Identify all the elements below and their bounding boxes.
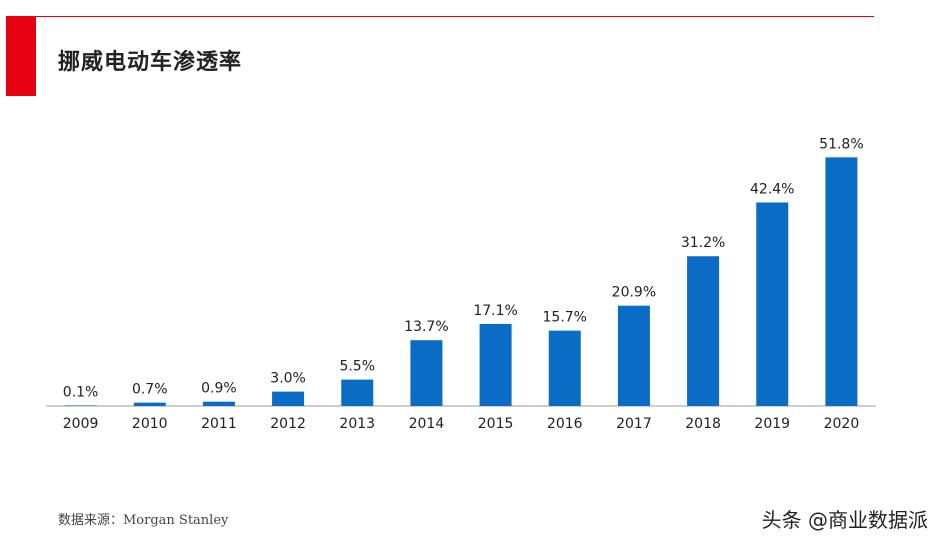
- x-tick-label-2010: 2010: [132, 416, 168, 432]
- data-label-2019: 42.4%: [750, 181, 794, 197]
- bar-2016: [548, 330, 581, 406]
- x-tick-label-2014: 2014: [409, 416, 445, 432]
- bar-2015: [479, 323, 512, 406]
- data-label-2016: 15.7%: [543, 310, 587, 326]
- bar-2019: [756, 202, 789, 406]
- watermark-text: 头条 @商业数据派: [761, 508, 928, 532]
- x-tick-label-2016: 2016: [547, 416, 583, 432]
- bar-2010: [133, 402, 166, 406]
- x-tick-label-2015: 2015: [478, 416, 514, 432]
- x-tick-label-2012: 2012: [270, 416, 306, 432]
- bar-2020: [825, 157, 858, 406]
- bar-2011: [202, 401, 235, 406]
- bar-2017: [617, 305, 650, 406]
- title-accent-block: [6, 16, 36, 96]
- source-note: 数据来源：Morgan Stanley: [58, 513, 229, 528]
- x-tick-label-2019: 2019: [754, 416, 790, 432]
- data-label-2009: 0.1%: [63, 385, 99, 401]
- x-tick-label-2009: 2009: [63, 416, 99, 432]
- data-label-2018: 31.2%: [681, 235, 725, 251]
- x-tick-label-2017: 2017: [616, 416, 652, 432]
- bar-2014: [410, 340, 443, 406]
- header-divider: [36, 16, 874, 17]
- x-tick-label-2011: 2011: [201, 416, 237, 432]
- x-tick-label-2013: 2013: [339, 416, 375, 432]
- data-label-2013: 5.5%: [339, 359, 375, 375]
- page-title: 挪威电动车渗透率: [58, 50, 243, 75]
- data-label-2017: 20.9%: [612, 285, 656, 301]
- data-label-2014: 13.7%: [404, 319, 448, 335]
- data-label-2015: 17.1%: [473, 303, 517, 319]
- x-tick-label-2020: 2020: [824, 416, 860, 432]
- bar-2012: [272, 391, 305, 406]
- data-label-2012: 3.0%: [270, 371, 306, 387]
- bar-2013: [341, 379, 374, 406]
- x-tick-label-2018: 2018: [685, 416, 721, 432]
- data-label-2010: 0.7%: [132, 382, 168, 398]
- bar-2018: [687, 256, 720, 406]
- data-label-2011: 0.9%: [201, 381, 237, 397]
- data-label-2020: 51.8%: [819, 136, 863, 152]
